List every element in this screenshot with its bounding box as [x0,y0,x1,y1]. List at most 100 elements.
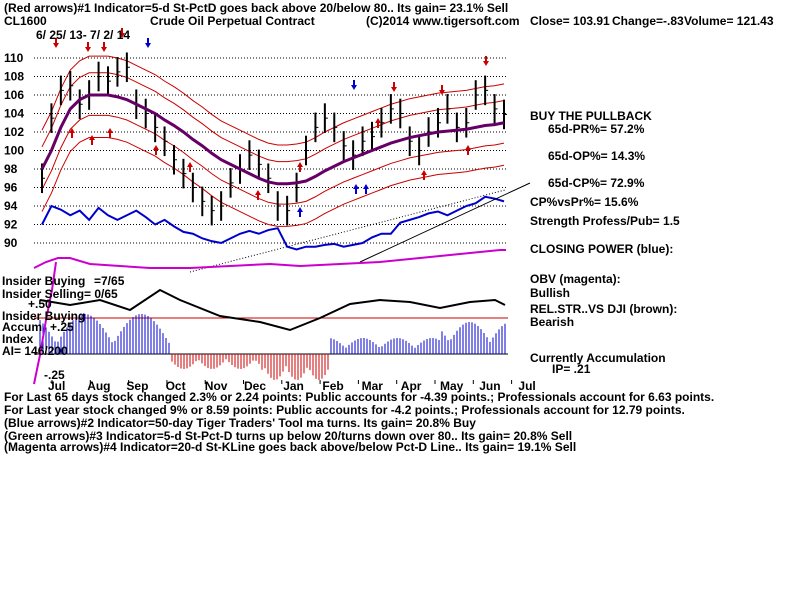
series-lines [33,93,531,273]
footer-line-3: (Blue arrows)#2 Indicator=50-day Tiger T… [4,416,476,430]
insider-selling-label: Insider Selling= 0/65 [2,287,118,301]
red-up-arrow [255,190,261,200]
buy-pullback-label: BUY THE PULLBACK [530,109,652,123]
lower-panel [33,261,508,385]
red-up-arrow [375,118,381,128]
obv-line [33,249,506,269]
red-up-arrow [107,128,113,138]
red-up-arrow [89,135,95,145]
op-label: 65d-OP%= 14.3% [548,149,646,163]
cpvspr-label: CP%vsPr%= 15.6% [530,195,639,209]
copyright-label: (C)2014 www.tigersoft.com [366,14,520,28]
outer-band [41,137,505,227]
ip-label: IP= .21 [552,362,591,376]
ai-top-value: +.50 [28,297,52,311]
month-label: Jan [283,379,304,393]
y-tick-label: 104 [4,107,24,121]
y-tick-label: 100 [4,144,24,158]
y-tick-label: 110 [4,51,24,65]
pr-label: 65d-PR%= 57.2% [548,122,645,136]
y-tick-label: 92 [4,218,18,232]
red-up-arrow [153,145,159,155]
y-tick-label: 94 [4,199,18,213]
footer-line-1: For Last 65 days stock changed 2.3% or 2… [4,390,715,404]
insider-buying-label: Insider Buying [2,274,86,288]
month-label: May [440,379,464,393]
relstr-label: REL.STR..VS DJI (brown): [530,302,678,316]
month-labels: Jul Aug Sep Oct Nov Dec Jan Feb Mar Apr May Jun Jul [48,379,536,393]
obv-rise [33,261,57,385]
moving-average-line [40,93,505,186]
month-label: Dec [244,379,266,393]
obv-label: OBV (magenta): [530,272,621,286]
price-bars [41,52,507,226]
indicator-1-text: (Red arrows)#1 Indicator=5-d St-PctD goe… [4,1,509,15]
y-tick-label: 96 [4,181,18,195]
change-label: Change=-.83 [612,14,684,28]
month-label: Jul [518,379,535,393]
month-label: Jul [48,379,65,393]
month-label: Apr [401,379,422,393]
red-up-arrow [465,145,471,155]
ai-bottom-value: -.25 [44,368,65,382]
red-up-arrow [297,162,303,172]
month-label: Sep [126,379,148,393]
red-down-arrow [439,85,445,95]
bearish-label: Bearish [530,315,575,329]
red-up-arrow [69,128,75,138]
ai-mid-value: +.25 [50,320,74,334]
red-down-arrow [391,82,397,92]
trendline [359,182,531,263]
month-label: Nov [205,379,228,393]
footer-line-2: For Last year stock changed 9% or 8.59 p… [4,403,685,417]
y-tick-label: 90 [4,236,18,250]
blue-down-arrow [351,80,357,90]
insider-buying-label-2: Insider Buying [2,309,86,323]
closing-power-label: CLOSING POWER (blue): [530,242,674,256]
grid-lines [34,57,513,384]
y-tick-label: 98 [4,162,18,176]
footer-line-5: (Magenta arrows)#4 Indicator=20-d St-KLi… [4,440,577,454]
red-down-arrow [53,38,59,48]
trendline-dotted [189,189,506,273]
contract-label: Crude Oil Perpetual Contract [150,14,315,28]
date-range-label: 6/ 25/ 13- 7/ 2/ 14 [36,28,131,42]
accum-label: Accum [2,320,43,334]
closing-power-line [41,195,505,251]
symbol-label: CL1600 [4,14,47,28]
month-label: Feb [322,379,343,393]
red-down-arrow [101,42,107,52]
red-down-arrow [119,28,125,38]
y-tick-label: 102 [4,125,24,139]
accumulation-label: Currently Accumulation [530,351,666,365]
ai-label: AI= 146/200 [2,344,68,358]
footer-line-4: (Green arrows)#3 Indicator=5-d St-Pct-D … [4,429,573,443]
blue-up-arrow [297,207,303,217]
y-tick-label: 108 [4,70,24,84]
cp-label: 65d-CP%= 72.9% [548,176,645,190]
rel-str-line [39,288,506,332]
month-label: Mar [362,379,384,393]
red-down-arrow [85,42,91,52]
month-label: Aug [87,379,110,393]
strength-label: Strength Profess/Pub= 1.5 [530,214,680,228]
blue-up-arrow [363,184,369,194]
volume-label: Volume= 121.43 [684,14,774,28]
red-up-arrow [421,170,427,180]
price-bands [41,55,505,227]
outer-band [41,55,505,146]
close-label: Close= 103.91 [530,14,610,28]
index-label: Index [2,332,34,346]
blue-up-arrow [353,184,359,194]
red-down-arrow [483,56,489,66]
inner-band [41,114,505,205]
insider-buying-value: =7/65 [94,274,125,288]
red-up-arrow [187,162,193,172]
y-tick-label: 106 [4,88,24,102]
month-label: Jun [479,379,500,393]
y-tick-labels: 90 92 94 96 98 100 102 104 106 108 110 [4,51,24,250]
blue-down-arrow [145,38,151,48]
inner-band [41,72,505,163]
bullish-label: Bullish [530,286,571,300]
